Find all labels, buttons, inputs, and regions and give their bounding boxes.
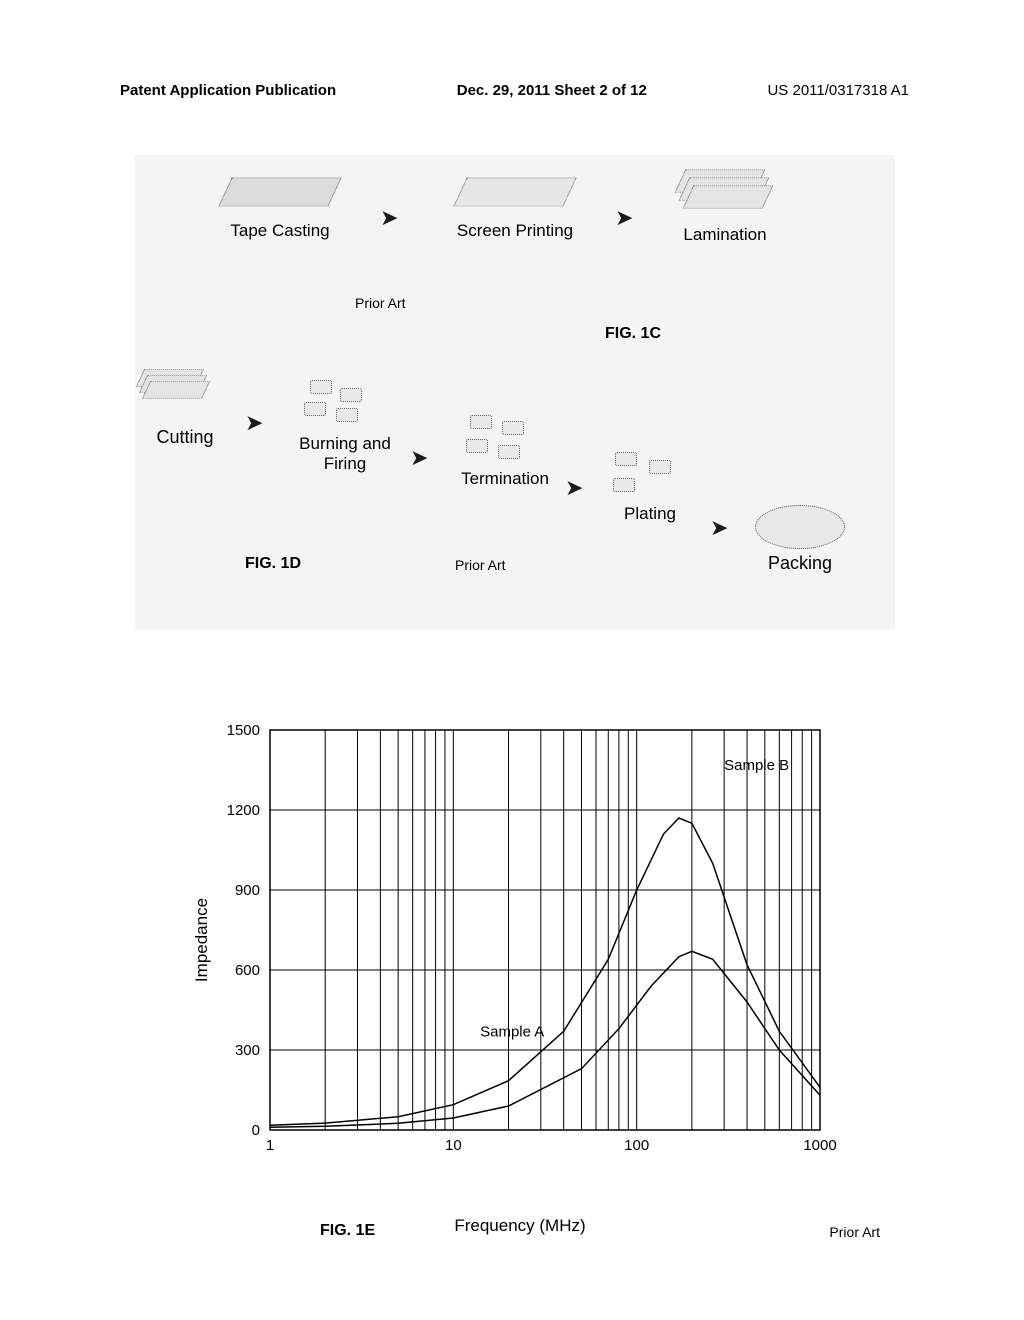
step-plating: Plating bbox=[590, 450, 710, 524]
label-sample-a: Sample A bbox=[480, 1024, 544, 1041]
burning-firing-icon bbox=[300, 380, 390, 430]
x-tick-label: 1000 bbox=[803, 1137, 836, 1154]
curve-sample-b bbox=[270, 818, 820, 1125]
x-tick-label: 100 bbox=[624, 1137, 649, 1154]
chart-xlabel: Frequency (MHz) bbox=[454, 1216, 585, 1236]
step-lamination: Lamination bbox=[655, 161, 795, 245]
arrow-icon: ➤ bbox=[410, 445, 428, 471]
step-burning-firing: Burning and Firing bbox=[275, 380, 415, 474]
label-sample-b: Sample B bbox=[724, 757, 789, 774]
impedance-chart: Impedance 0300600900120015001101001000Sa… bbox=[200, 700, 840, 1180]
y-tick-label: 600 bbox=[235, 962, 260, 979]
process-diagram-area: Tape Casting ➤ Screen Printing ➤ Laminat… bbox=[135, 155, 895, 630]
packing-icon bbox=[755, 505, 845, 549]
y-tick-label: 1200 bbox=[227, 802, 260, 819]
fig-1e-label: FIG. 1E bbox=[320, 1222, 375, 1240]
step-screen-printing: Screen Printing bbox=[435, 167, 595, 241]
y-tick-label: 1500 bbox=[227, 722, 260, 739]
fig-1d-label: FIG. 1D bbox=[245, 555, 301, 573]
x-tick-label: 10 bbox=[445, 1137, 462, 1154]
lamination-icon bbox=[680, 161, 770, 221]
x-tick-label: 1 bbox=[266, 1137, 274, 1154]
packing-label: Packing bbox=[740, 553, 860, 574]
plating-icon bbox=[605, 450, 695, 500]
y-tick-label: 300 bbox=[235, 1042, 260, 1059]
screen-printing-icon bbox=[453, 178, 576, 207]
lamination-label: Lamination bbox=[655, 225, 795, 245]
screen-printing-label: Screen Printing bbox=[435, 221, 595, 241]
arrow-icon: ➤ bbox=[565, 475, 583, 501]
y-tick-label: 900 bbox=[235, 882, 260, 899]
tape-casting-icon bbox=[218, 178, 341, 207]
y-tick-label: 0 bbox=[252, 1122, 260, 1139]
step-packing: Packing bbox=[740, 505, 860, 574]
arrow-icon: ➤ bbox=[245, 410, 263, 436]
prior-art-1e: Prior Art bbox=[829, 1224, 880, 1240]
termination-icon bbox=[460, 415, 550, 465]
pub-date-sheet: Dec. 29, 2011 Sheet 2 of 12 bbox=[457, 82, 647, 99]
page-header: Patent Application Publication Dec. 29, … bbox=[0, 82, 1024, 99]
step-cutting: Cutting bbox=[125, 363, 245, 448]
curve-sample-a bbox=[270, 951, 820, 1127]
chart-ylabel: Impedance bbox=[192, 898, 212, 982]
step-tape-casting: Tape Casting bbox=[205, 167, 355, 241]
prior-art-1c: Prior Art bbox=[355, 295, 406, 311]
step-termination: Termination bbox=[435, 415, 575, 489]
chart-svg: 0 300 600 900 1200 1500 1 10 100 1000 Sample A Samp… bbox=[200, 700, 840, 1180]
burning-firing-label: Burning and Firing bbox=[275, 434, 415, 474]
plating-label: Plating bbox=[590, 504, 710, 524]
arrow-icon: ➤ bbox=[380, 205, 398, 231]
prior-art-1d: Prior Art bbox=[455, 557, 506, 573]
publication-type: Patent Application Publication bbox=[120, 82, 336, 99]
arrow-icon: ➤ bbox=[710, 515, 728, 541]
arrow-icon: ➤ bbox=[615, 205, 633, 231]
tape-casting-label: Tape Casting bbox=[205, 221, 355, 241]
fig-1c-label: FIG. 1C bbox=[605, 325, 661, 343]
cutting-label: Cutting bbox=[125, 427, 245, 448]
patent-number: US 2011/0317318 A1 bbox=[767, 82, 909, 99]
termination-label: Termination bbox=[435, 469, 575, 489]
cutting-icon bbox=[140, 363, 230, 423]
